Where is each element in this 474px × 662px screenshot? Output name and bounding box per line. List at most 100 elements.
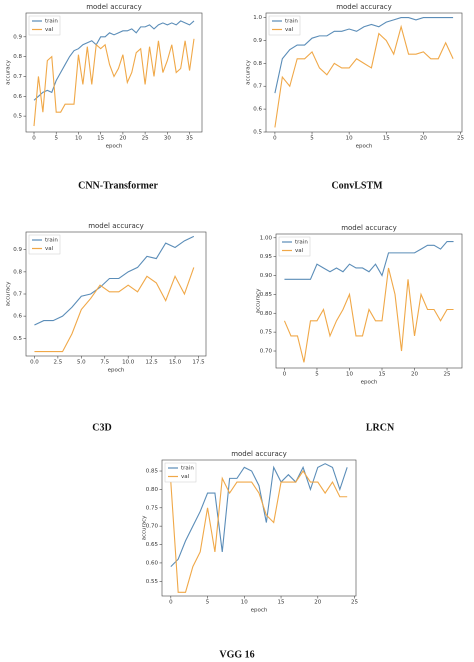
y-tick-label: 0.75 [146,505,159,511]
x-tick-label: 2.5 [54,360,63,366]
x-axis-label: epoch [361,380,378,386]
series-line [34,235,195,326]
x-tick-label: 5 [315,372,319,378]
series-line [170,463,348,567]
x-tick-label: 15.0 [169,360,182,366]
y-tick-label: 0.65 [146,542,159,548]
chart-title: model accuracy [88,222,144,230]
x-tick-label: 10 [241,600,248,606]
x-tick-label: 10.0 [122,360,135,366]
x-tick-label: 20 [411,372,418,378]
chart: model accuracy epoch accuracy VGG 16 0 5 10 15 2… [142,450,359,660]
x-tick-label: 20 [314,600,321,606]
caption: C3D [92,422,111,433]
x-tick-label: 25 [444,372,451,378]
chart-title: model accuracy [231,450,287,458]
chart-title: model accuracy [86,3,142,11]
x-tick-label: 25 [142,136,149,142]
x-tick-label: 15 [379,372,386,378]
y-tick-label: 0.55 [146,579,159,585]
legend-label: val [45,246,54,252]
legend-label: val [45,27,54,33]
y-tick-label: 0.95 [260,254,273,260]
legend-label: train [285,19,298,25]
y-tick-label: 0.6 [253,107,262,113]
chart-title: model accuracy [341,224,397,232]
y-tick-label: 1.00 [260,235,273,241]
x-tick-label: 15 [278,600,285,606]
caption: ConvLSTM [331,180,383,191]
y-tick-label: 0.5 [253,130,262,136]
x-axis-label: epoch [108,368,125,374]
x-tick-label: 10 [346,136,353,142]
x-tick-label: 35 [186,136,193,142]
y-tick-label: 0.90 [260,273,273,279]
x-tick-label: 0 [32,136,36,142]
series-line [170,470,348,593]
y-tick-label: 0.6 [13,94,22,100]
y-tick-label: 0.80 [146,487,159,493]
x-axis-label: epoch [106,144,123,150]
x-tick-label: 25 [457,136,464,142]
series-line [33,38,195,127]
legend-label: train [45,19,58,25]
y-tick-label: 0.9 [253,38,262,44]
x-tick-label: 5 [206,600,210,606]
legend-label: val [295,248,304,254]
x-tick-label: 12.5 [146,360,159,366]
chart: model accuracy epoch accuracy C3D 0.0 2.5 5.0 7… [6,222,207,433]
x-tick-label: 30 [164,136,171,142]
legend-label: val [285,27,294,33]
y-axis-label: accuracy [6,281,12,307]
y-tick-label: 0.70 [260,349,273,355]
y-tick-label: 0.60 [146,560,159,566]
legend-label: train [45,238,58,244]
y-tick-label: 0.75 [260,330,273,336]
y-tick-label: 0.7 [13,74,22,80]
y-axis-label: accuracy [246,59,252,85]
chart: model accuracy epoch accuracy CNN-Transform… [6,3,203,191]
caption: CNN-Transformer [78,180,158,191]
legend-label: train [181,466,194,472]
x-tick-label: 5 [54,136,58,142]
y-tick-label: 0.9 [13,34,22,40]
series-line [274,17,454,94]
x-tick-label: 15 [383,136,390,142]
x-axis-label: epoch [251,608,268,614]
y-tick-label: 0.85 [146,469,159,475]
y-tick-label: 0.8 [13,54,22,60]
y-axis-label: accuracy [6,59,12,85]
x-tick-label: 17.5 [192,360,205,366]
x-tick-label: 20 [420,136,427,142]
x-tick-label: 0.0 [30,360,39,366]
y-tick-label: 0.9 [13,247,22,253]
x-tick-label: 0 [273,136,277,142]
x-tick-label: 7.5 [100,360,109,366]
x-tick-label: 0 [169,600,173,606]
y-axis-label: accuracy [142,515,148,541]
y-tick-label: 0.85 [260,292,273,298]
y-tick-label: 0.8 [253,61,262,67]
y-tick-label: 0.6 [13,314,22,320]
x-tick-label: 15 [97,136,104,142]
chart: model accuracy epoch accuracy LRCN 0 5 10 15 20 2… [256,224,463,433]
y-axis-label: accuracy [256,288,262,314]
series-line [34,267,195,353]
series-line [33,20,195,101]
x-tick-label: 5 [310,136,314,142]
y-tick-label: 0.7 [13,292,22,298]
y-tick-label: 0.70 [146,524,159,530]
x-tick-label: 0 [283,372,287,378]
chart-title: model accuracy [336,3,392,11]
series-line [284,241,454,280]
y-tick-label: 0.5 [13,336,22,342]
x-axis-label: epoch [356,144,373,150]
caption: VGG 16 [219,649,254,660]
y-tick-label: 1.0 [253,15,262,21]
x-tick-label: 25 [351,600,358,606]
y-tick-label: 0.8 [13,269,22,275]
y-tick-label: 0.5 [13,114,22,120]
series-line [274,24,454,128]
x-tick-label: 5.0 [77,360,86,366]
